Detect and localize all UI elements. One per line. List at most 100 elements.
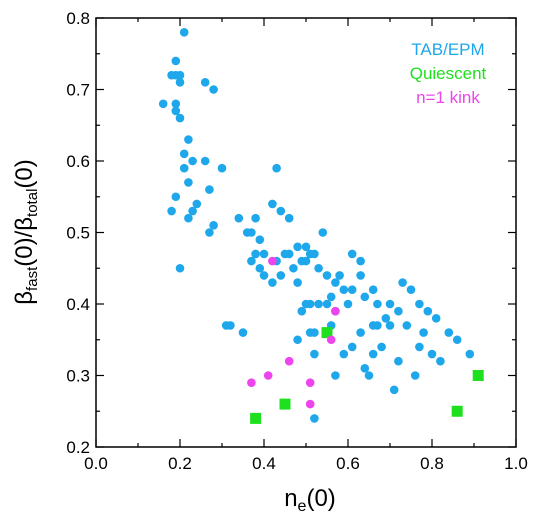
data-point-tab-epm	[381, 314, 391, 323]
data-point-quiescent	[472, 370, 484, 381]
data-point-tab-epm	[322, 271, 332, 280]
data-point-tab-epm	[284, 213, 294, 223]
data-point-tab-epm	[171, 106, 181, 116]
x-tick-label: 0.8	[420, 454, 444, 473]
data-point-tab-epm	[255, 235, 265, 244]
data-point-tab-epm	[175, 263, 185, 273]
y-axis-label-end: (0)	[11, 159, 38, 188]
data-point-tab-epm	[318, 228, 328, 237]
data-point-tab-epm	[368, 321, 378, 330]
data-point-tab-epm	[259, 271, 269, 280]
data-point-tab-epm	[255, 263, 265, 273]
y-tick-label: 0.8	[66, 9, 90, 28]
data-point-tab-epm	[251, 213, 260, 223]
data-point-tab-epm	[394, 306, 403, 316]
data-point-tab-epm	[314, 263, 323, 273]
data-point-tab-epm	[415, 342, 424, 352]
data-point-tab-epm	[205, 228, 214, 237]
data-point-n-1-kink	[263, 371, 273, 380]
data-point-tab-epm	[234, 213, 244, 223]
x-axis-label-rest: (0)	[306, 485, 335, 512]
data-point-n-1-kink	[326, 335, 336, 345]
data-point-tab-epm	[310, 249, 319, 259]
x-tick-label: 0.0	[84, 454, 108, 473]
data-point-tab-epm	[360, 364, 370, 373]
data-point-tab-epm	[184, 135, 193, 144]
data-point-tab-epm	[339, 349, 349, 359]
data-point-tab-epm	[385, 321, 395, 330]
data-point-tab-epm	[200, 156, 210, 166]
data-point-tab-epm	[188, 156, 197, 166]
data-point-tab-epm	[175, 70, 185, 80]
x-tick-label: 1.0	[504, 454, 528, 473]
data-point-tab-epm	[175, 113, 185, 123]
data-point-tab-epm	[175, 78, 185, 87]
data-point-tab-epm	[247, 228, 256, 237]
data-point-tab-epm	[373, 299, 382, 309]
y-axis-label-sub1: fast	[24, 266, 41, 291]
data-point-tab-epm	[209, 85, 218, 94]
data-point-tab-epm	[268, 199, 277, 209]
data-point-tab-epm	[326, 292, 336, 302]
data-point-tab-epm	[184, 213, 193, 223]
data-point-tab-epm	[415, 299, 424, 309]
y-axis-label-mid: (0)/β	[11, 217, 38, 267]
y-axis-label-sub2: total	[24, 189, 41, 217]
y-axis-label-beta1: β	[11, 291, 38, 305]
data-point-tab-epm	[356, 328, 365, 337]
data-points	[158, 28, 484, 424]
data-point-tab-epm	[209, 221, 218, 230]
data-point-quiescent	[451, 405, 463, 417]
x-axis-label: ne(0)	[284, 485, 336, 515]
data-point-tab-epm	[389, 385, 399, 395]
data-point-tab-epm	[293, 278, 302, 287]
legend-entry-tab-epm: TAB/EPM	[411, 40, 484, 59]
data-point-n-1-kink	[305, 378, 315, 387]
data-point-tab-epm	[226, 321, 235, 330]
data-point-tab-epm	[347, 249, 357, 259]
y-tick-label: 0.2	[66, 438, 90, 457]
data-point-tab-epm	[394, 356, 403, 366]
y-tick-label: 0.4	[66, 295, 90, 314]
y-tick-label: 0.6	[66, 152, 90, 171]
axis-ticks	[95, 17, 517, 448]
x-axis-label-main: n	[284, 485, 297, 512]
data-point-tab-epm	[314, 299, 323, 309]
data-point-tab-epm	[184, 178, 193, 187]
y-tick-label: 0.7	[66, 81, 90, 100]
data-point-tab-epm	[268, 278, 277, 287]
y-tick-label: 0.3	[66, 367, 90, 386]
data-point-tab-epm	[427, 349, 437, 359]
y-axis-label: βfast(0)/βtotal(0)	[11, 159, 41, 305]
data-point-tab-epm	[431, 314, 441, 323]
data-point-tab-epm	[179, 28, 189, 37]
data-point-tab-epm	[284, 249, 294, 259]
data-point-tab-epm	[171, 192, 181, 202]
data-point-tab-epm	[465, 349, 475, 359]
data-point-tab-epm	[436, 356, 445, 366]
x-tick-label: 0.4	[252, 454, 276, 473]
data-point-tab-epm	[368, 285, 378, 295]
data-point-quiescent	[250, 412, 262, 424]
data-point-tab-epm	[200, 78, 210, 87]
data-point-tab-epm	[385, 299, 395, 309]
data-point-n-1-kink	[247, 378, 256, 387]
data-point-tab-epm	[322, 299, 332, 309]
data-point-tab-epm	[398, 278, 407, 287]
data-point-tab-epm	[347, 342, 357, 352]
data-point-tab-epm	[347, 285, 357, 295]
data-point-tab-epm	[179, 163, 189, 173]
data-point-tab-epm	[331, 371, 340, 380]
data-point-quiescent	[279, 398, 291, 410]
data-point-n-1-kink	[268, 256, 277, 266]
data-point-tab-epm	[452, 335, 462, 345]
data-point-n-1-kink	[331, 306, 340, 316]
x-tick-label: 0.2	[168, 454, 192, 473]
data-point-n-1-kink	[305, 399, 315, 409]
legend-entry-quiescent: Quiescent	[410, 64, 487, 83]
data-point-tab-epm	[171, 56, 181, 66]
data-point-tab-epm	[251, 249, 260, 259]
data-point-tab-epm	[406, 285, 416, 295]
data-point-tab-epm	[297, 306, 307, 316]
